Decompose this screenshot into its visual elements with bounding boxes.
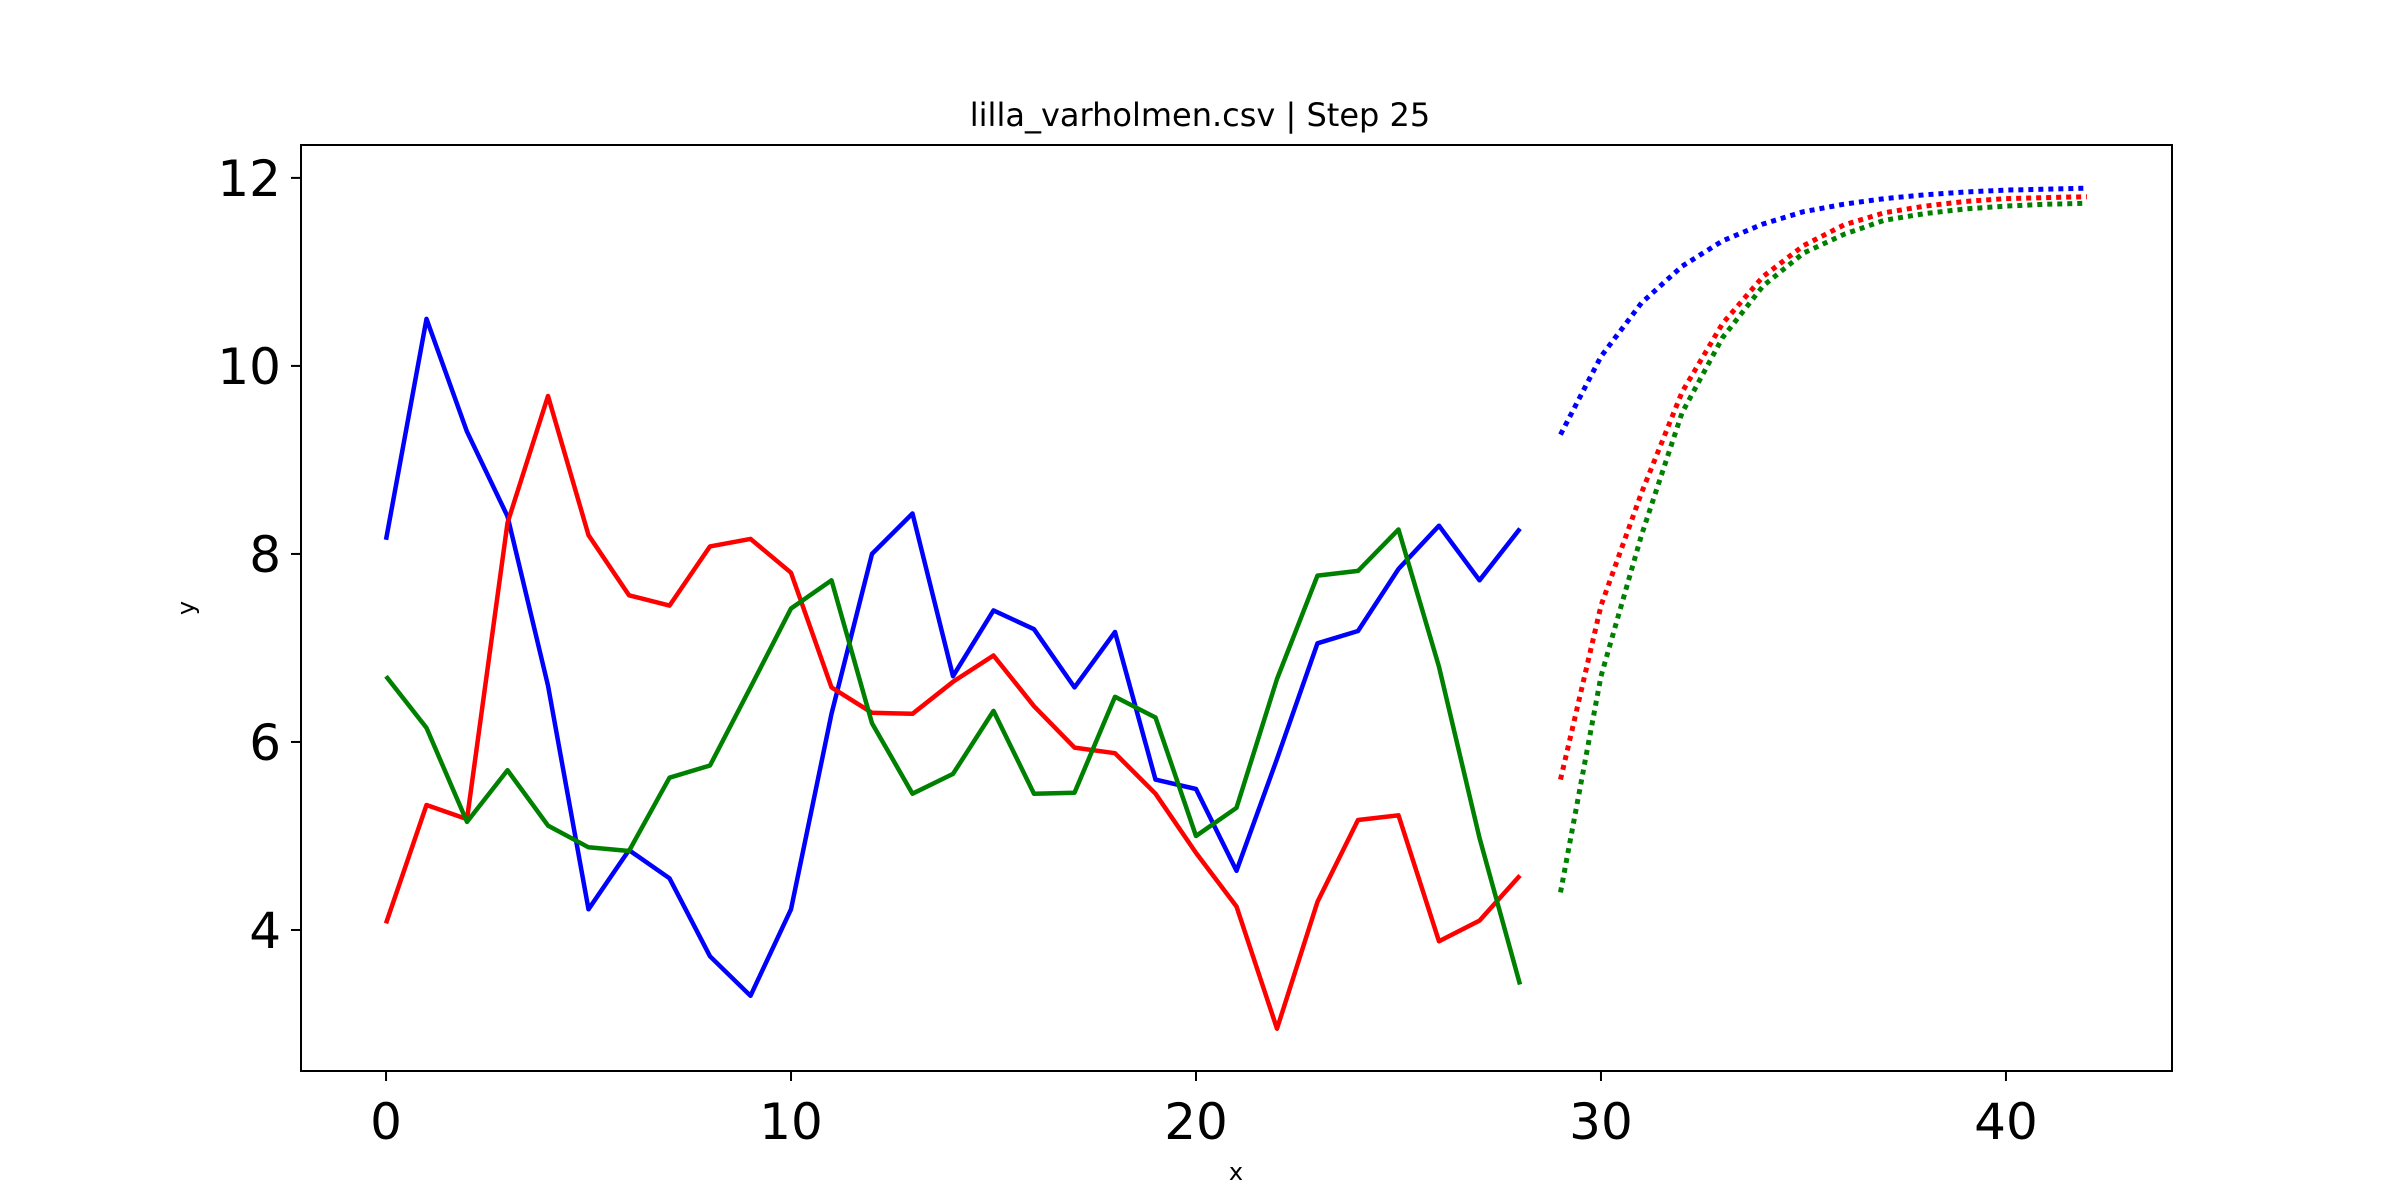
plot-area-frame	[300, 144, 2173, 1072]
y-tick-label: 8	[249, 526, 281, 584]
y-tick-label: 10	[217, 338, 281, 396]
x-axis-ticks: 0 10 20 30 40	[370, 1071, 2038, 1151]
chart-title: lilla_varholmen.csv | Step 25	[970, 96, 1430, 134]
series-line-4-dotted	[1558, 194, 2088, 781]
series-line-2-solid	[384, 527, 1523, 986]
y-tick-label: 4	[249, 902, 281, 960]
x-tick-label: 40	[1974, 1093, 2038, 1151]
y-axis-label: y	[172, 601, 200, 615]
series-line-3-dotted	[1558, 185, 2088, 436]
series-line-5-dotted	[1558, 200, 2088, 893]
series-line-1-solid	[383, 393, 1522, 1031]
x-tick-label: 0	[370, 1093, 402, 1151]
x-tick-label: 20	[1164, 1093, 1228, 1151]
x-tick-label: 10	[759, 1093, 823, 1151]
y-tick-label: 6	[249, 714, 281, 772]
x-tick-label: 30	[1569, 1093, 1633, 1151]
plot-series-layer	[383, 185, 2088, 1031]
x-axis-label: x	[1229, 1158, 1243, 1186]
y-tick-label: 12	[217, 150, 281, 208]
y-axis-ticks: 4 6 8 10 12	[217, 150, 301, 960]
series-line-0-solid	[383, 316, 1522, 999]
